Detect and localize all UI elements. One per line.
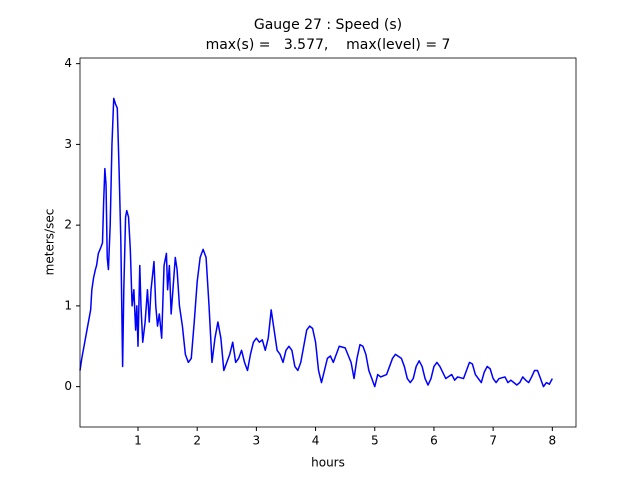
chart-subtitle: max(s) = 3.577, max(level) = 7 [206, 37, 451, 53]
x-tick-label: 7 [489, 434, 497, 448]
x-tick-label: 8 [549, 434, 557, 448]
plot-frame [79, 57, 577, 428]
data-line [79, 97, 553, 388]
y-tick-label: 2 [64, 218, 72, 232]
y-tick-label: 0 [64, 379, 72, 393]
y-tick-label: 3 [64, 137, 72, 151]
x-tick-label: 3 [253, 434, 261, 448]
y-axis-label: meters/sec [43, 209, 57, 276]
y-tick-label: 1 [64, 298, 72, 312]
y-tick-label: 4 [64, 56, 72, 70]
x-tick-label: 6 [430, 434, 438, 448]
x-tick-label: 2 [193, 434, 201, 448]
x-tick-label: 5 [371, 434, 379, 448]
x-tick-label: 1 [134, 434, 142, 448]
chart-title: Gauge 27 : Speed (s) [254, 17, 402, 33]
x-axis-label: hours [311, 456, 345, 470]
x-tick-label: 4 [312, 434, 320, 448]
